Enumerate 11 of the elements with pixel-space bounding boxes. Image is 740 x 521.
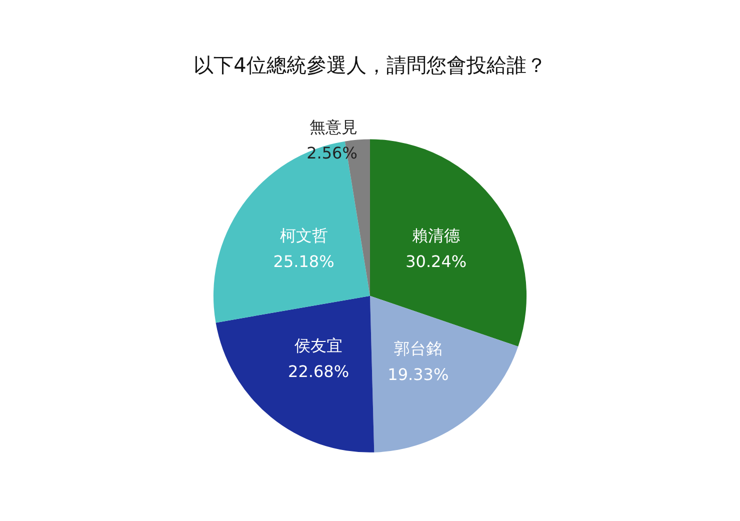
data-label: 2.56% (306, 143, 358, 162)
data-label: 25.18% (273, 252, 334, 272)
slice-label: 賴清德 (412, 226, 460, 246)
data-label: 22.68% (288, 362, 350, 382)
slice-label: 侯友宜 (294, 336, 343, 356)
data-label: 19.33% (388, 364, 449, 384)
slice-label: 無意見 (309, 117, 358, 136)
slice-label: 郭台銘 (394, 338, 442, 358)
chart-title: 以下4位總統參選人，請問您會投給誰？ (194, 53, 546, 77)
slice-label: 柯文哲 (280, 226, 328, 246)
data-label: 30.24% (406, 252, 467, 272)
